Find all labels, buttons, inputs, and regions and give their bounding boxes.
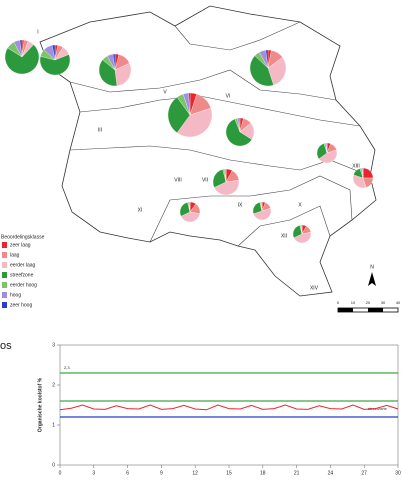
map-outline: [39, 5, 377, 297]
series-line: [59, 404, 399, 411]
region-border: [69, 69, 337, 101]
pie-slice: [318, 149, 338, 164]
country-border: [39, 5, 377, 297]
pie-slice: [114, 62, 132, 87]
legend-label: streefzone: [10, 272, 34, 278]
scale-segment: [338, 308, 353, 312]
legend-swatch: [2, 272, 7, 278]
x-tick-label: 30: [395, 470, 401, 476]
legend-label: eerder hoog: [10, 282, 37, 288]
pie-slice: [52, 44, 56, 61]
pie-slice: [112, 53, 116, 71]
region-label: XI: [138, 207, 143, 213]
pie-slice: [238, 117, 241, 133]
legend-label: eerder laag: [10, 262, 36, 268]
y-tick-label: 1: [52, 422, 55, 428]
pie-slice: [267, 57, 287, 86]
pie-slice: [293, 232, 312, 244]
legend-label: zeer laag: [10, 242, 31, 248]
legend-swatch: [2, 302, 7, 308]
scale-label: 30: [381, 300, 386, 305]
legend-swatch: [2, 262, 7, 268]
scale-label: 20: [366, 300, 371, 305]
region-label: I: [37, 29, 38, 35]
legend-swatch: [2, 292, 7, 298]
scale-label: 10: [351, 300, 356, 305]
legend-label: zeer hoog: [10, 302, 32, 308]
plot-frame: [59, 344, 399, 466]
x-tick-label: 0: [59, 470, 62, 476]
region-label: IX: [238, 202, 243, 208]
north-arrow: [368, 272, 376, 286]
region-label: III: [98, 127, 102, 133]
north-label: N: [370, 264, 374, 270]
region-label: V: [163, 89, 167, 95]
pie-slice: [180, 211, 200, 223]
region-label: XII: [281, 233, 287, 239]
scale-label: 40: [396, 300, 401, 305]
pie-slice: [98, 59, 118, 87]
pie-slice: [188, 92, 191, 116]
x-tick-label: 24: [328, 470, 334, 476]
x-tick-label: 3: [92, 470, 95, 476]
region-border: [237, 205, 331, 247]
pie-slice: [19, 39, 23, 58]
x-tick-label: 27: [361, 470, 367, 476]
pie-slice: [253, 208, 272, 221]
region-border: [174, 21, 301, 51]
pie-slice: [176, 108, 213, 138]
x-tick-label: 9: [160, 470, 163, 476]
scale-label: 0: [337, 300, 340, 305]
region-label: VII: [202, 177, 208, 183]
x-tick-label: 6: [126, 470, 129, 476]
region-border: [69, 145, 371, 177]
pie-slice: [265, 49, 269, 69]
region-border: [79, 95, 361, 127]
x-tick-label: 21: [294, 470, 300, 476]
scale-bar: [337, 272, 399, 313]
pie-slice: [39, 54, 71, 76]
region-border: [149, 175, 353, 243]
pie-slice: [167, 96, 191, 134]
pie-slice: [249, 55, 274, 87]
reference-label: streefzone: [368, 406, 387, 411]
x-tick-label: 18: [260, 470, 266, 476]
reference-label: 2,3: [64, 365, 70, 370]
legend-title: Beoordelingsklasse: [1, 234, 45, 240]
region-label: VI: [226, 93, 231, 99]
region-label: XIV: [310, 285, 319, 291]
y-tick-label: 0: [52, 462, 55, 468]
y-axis-label: Organische koolstof %: [37, 377, 43, 432]
x-tick-label: 15: [226, 470, 232, 476]
pie-slice: [4, 44, 40, 75]
y-tick-label: 2: [52, 382, 55, 388]
y-tick-label: 3: [52, 342, 55, 348]
legend-swatch: [2, 282, 7, 288]
legend-label: laag: [10, 252, 20, 258]
legend-swatch: [2, 242, 7, 248]
caption: os: [0, 340, 12, 352]
region-label: X: [298, 202, 302, 208]
scale-segment: [368, 308, 383, 312]
pie-slice: [225, 118, 253, 147]
legend-swatch: [2, 252, 7, 258]
region-label: XIII: [352, 163, 360, 169]
pie-slice: [214, 180, 240, 196]
x-tick-label: 12: [192, 470, 198, 476]
region-label: VIII: [174, 177, 182, 183]
pie-slice: [352, 174, 367, 189]
legend-label: hoog: [10, 292, 21, 298]
